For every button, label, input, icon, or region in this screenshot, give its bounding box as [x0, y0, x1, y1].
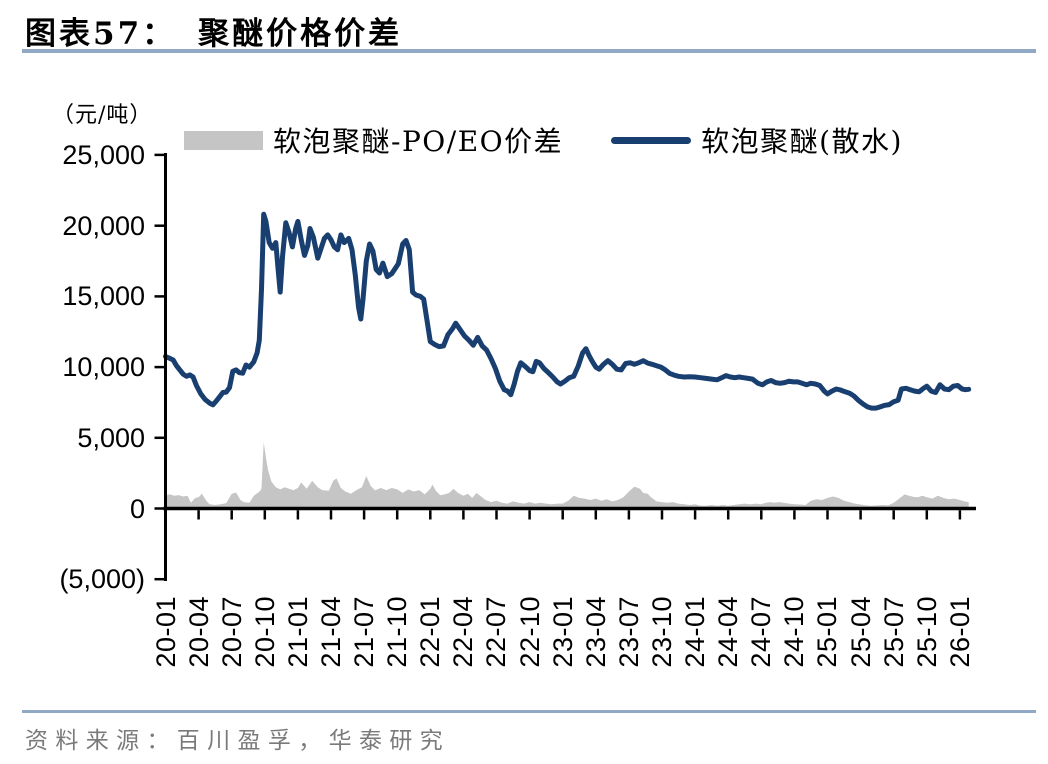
x-tick-label: 20-10: [250, 596, 280, 668]
figure-title: 图表57： 聚醚价格价差: [25, 8, 402, 53]
source-divider-rule: [22, 710, 1036, 713]
x-tick-label: 23-10: [647, 596, 677, 668]
y-tick-label: 0: [129, 494, 145, 524]
legend-line-swatch-icon: [611, 136, 692, 144]
y-axis-unit-label: （元/吨）: [52, 103, 153, 128]
x-tick-label: 26-01: [945, 596, 975, 668]
x-tick-label: 21-07: [349, 596, 379, 668]
x-tick-label: 23-01: [548, 596, 578, 668]
x-tick-label: 25-07: [879, 596, 909, 668]
x-tick-label: 22-04: [448, 596, 478, 668]
legend-label-spread: 软泡聚醚-PO/EO价差: [273, 125, 564, 158]
y-tick-label: 15,000: [62, 281, 145, 311]
y-tick-label: 5,000: [77, 423, 145, 453]
x-tick-label: 22-10: [515, 596, 545, 668]
figure-title-text: 聚醚价格价差: [198, 16, 403, 52]
y-tick-label: 25,000: [62, 140, 145, 170]
x-tick-label: 24-04: [713, 596, 743, 668]
x-tick-label: 24-10: [779, 596, 809, 668]
x-tick-label: 24-01: [680, 596, 710, 668]
chart-legend: 软泡聚醚-PO/EO价差 软泡聚醚(散水): [184, 124, 903, 158]
x-tick-label: 20-07: [217, 596, 247, 668]
y-tick-label: 10,000: [62, 352, 145, 382]
y-tick-label: (5,000): [59, 564, 145, 594]
x-tick-label: 22-01: [415, 596, 445, 668]
y-tick-label: 20,000: [62, 211, 145, 241]
figure-number-label: 图表57：: [25, 16, 177, 52]
x-tick-label: 23-07: [614, 596, 644, 668]
source-note: 资料来源：百川盈孚，华泰研究: [25, 728, 451, 754]
x-tick-label: 22-07: [481, 596, 511, 668]
x-tick-label: 23-04: [581, 596, 611, 668]
x-tick-label: 25-01: [812, 596, 842, 668]
x-tick-label: 25-04: [846, 596, 876, 668]
title-divider-rule: [22, 49, 1036, 53]
x-tick-label: 24-07: [746, 596, 776, 668]
x-tick-label: 21-10: [382, 596, 412, 668]
price-line-series: [163, 211, 972, 411]
spread-area-series: [165, 442, 969, 509]
legend-area-swatch-icon: [184, 130, 263, 150]
x-tick-label: 21-01: [283, 596, 313, 668]
x-tick-label: 21-04: [316, 596, 346, 668]
legend-label-price: 软泡聚醚(散水): [701, 125, 903, 158]
x-tick-label: 20-04: [184, 596, 214, 668]
x-tick-label: 25-10: [912, 596, 942, 668]
x-tick-label: 20-01: [151, 596, 181, 668]
